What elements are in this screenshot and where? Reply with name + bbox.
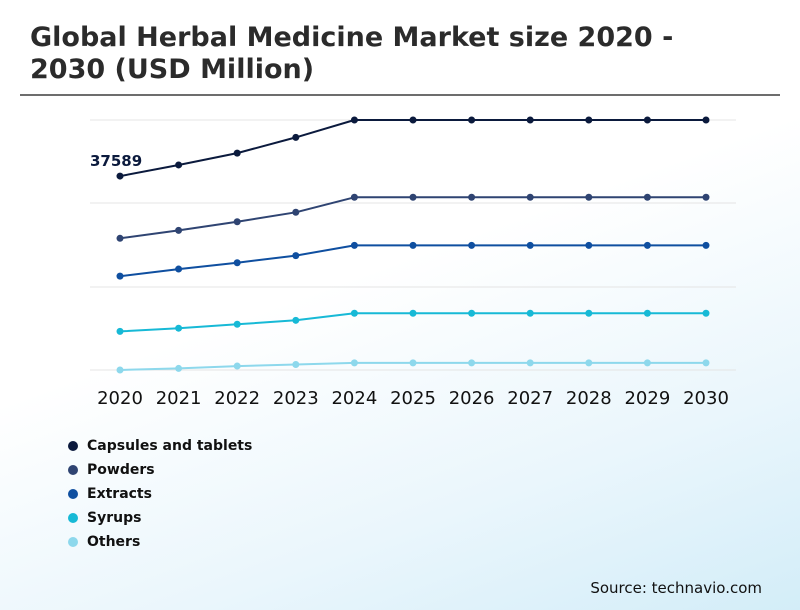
legend-entry: Capsules and tablets <box>68 434 252 458</box>
data-point <box>350 359 358 367</box>
legend-label: Others <box>87 534 141 550</box>
x-tick-label: 2021 <box>156 388 202 409</box>
data-point <box>702 241 710 249</box>
x-tick-label: 2029 <box>624 388 670 409</box>
data-point <box>292 252 300 260</box>
source-credit: Source: technavio.com <box>590 579 762 597</box>
data-point <box>350 116 358 124</box>
legend-label: Syrups <box>87 510 142 526</box>
x-tick-label: 2020 <box>97 388 143 409</box>
chart-title: Global Herbal Medicine Market size 2020 … <box>30 22 674 85</box>
legend-entry: Syrups <box>68 506 252 530</box>
legend: Capsules and tablets Powders Extracts Syrup… <box>68 434 252 554</box>
data-point <box>585 241 593 249</box>
data-point <box>175 161 183 169</box>
data-point <box>350 241 358 249</box>
legend-marker <box>68 537 78 547</box>
data-point <box>468 359 476 367</box>
data-point <box>409 116 417 124</box>
data-point <box>409 193 417 201</box>
data-point <box>468 116 476 124</box>
data-point <box>526 241 534 249</box>
labels: 2020 2021 2022 2023 2024 2025 2026 2027 2028 2029… <box>90 152 729 409</box>
data-point <box>526 309 534 317</box>
data-point <box>643 359 651 367</box>
legend-label: Capsules and tablets <box>87 438 253 454</box>
data-point <box>116 234 124 242</box>
legend-entry: Extracts <box>68 482 252 506</box>
x-tick-label: 2026 <box>449 388 495 409</box>
data-point <box>409 309 417 317</box>
data-point <box>175 364 183 372</box>
x-tick-label: 2023 <box>273 388 319 409</box>
data-point <box>702 309 710 317</box>
data-point <box>409 359 417 367</box>
x-tick-label: 2024 <box>331 388 377 409</box>
data-point <box>116 272 124 280</box>
legend-entry: Others <box>68 530 252 554</box>
legend-entry: Powders <box>68 458 252 482</box>
legend-marker <box>68 441 78 451</box>
x-tick-label: 2022 <box>214 388 260 409</box>
data-point <box>468 309 476 317</box>
data-point <box>526 193 534 201</box>
series-line-capsules-and-tablets <box>119 119 706 178</box>
line-chart: 2020 2021 2022 2023 2024 2025 2026 2027 2028 2029… <box>90 116 736 409</box>
data-point <box>409 241 417 249</box>
data-point <box>585 116 593 124</box>
legend-marker <box>68 513 78 523</box>
legend-marker <box>68 489 78 499</box>
data-point <box>292 316 300 324</box>
data-point <box>292 360 300 368</box>
data-point <box>350 309 358 317</box>
data-point <box>526 359 534 367</box>
data-point <box>116 366 124 374</box>
data-point <box>643 241 651 249</box>
x-tick-label: 2028 <box>566 388 612 409</box>
data-point <box>643 309 651 317</box>
series-line-extracts <box>119 244 706 278</box>
data-points <box>116 116 710 374</box>
data-point <box>292 208 300 216</box>
title-divider <box>20 94 780 96</box>
data-point <box>702 193 710 201</box>
data-point <box>585 193 593 201</box>
legend-marker <box>68 465 78 475</box>
data-point <box>175 265 183 273</box>
data-point <box>702 116 710 124</box>
legend-label: Powders <box>87 462 155 478</box>
legend-label: Extracts <box>87 486 152 502</box>
data-point <box>526 116 534 124</box>
x-tick-label: 2030 <box>683 388 729 409</box>
x-tick-label: 2027 <box>507 388 553 409</box>
data-point <box>233 218 241 226</box>
x-tick-label: 2025 <box>390 388 436 409</box>
data-point <box>702 359 710 367</box>
data-point <box>643 193 651 201</box>
data-point <box>233 320 241 328</box>
data-point <box>175 226 183 234</box>
data-point <box>585 359 593 367</box>
data-point <box>175 324 183 332</box>
data-point <box>643 116 651 124</box>
data-point <box>292 133 300 141</box>
data-label: 37589 <box>90 152 142 170</box>
data-point <box>350 193 358 201</box>
data-point <box>468 241 476 249</box>
data-point <box>585 309 593 317</box>
data-point <box>116 327 124 335</box>
data-point <box>233 149 241 157</box>
data-point <box>468 193 476 201</box>
data-point <box>116 172 124 180</box>
data-point <box>233 362 241 370</box>
data-point <box>233 259 241 267</box>
